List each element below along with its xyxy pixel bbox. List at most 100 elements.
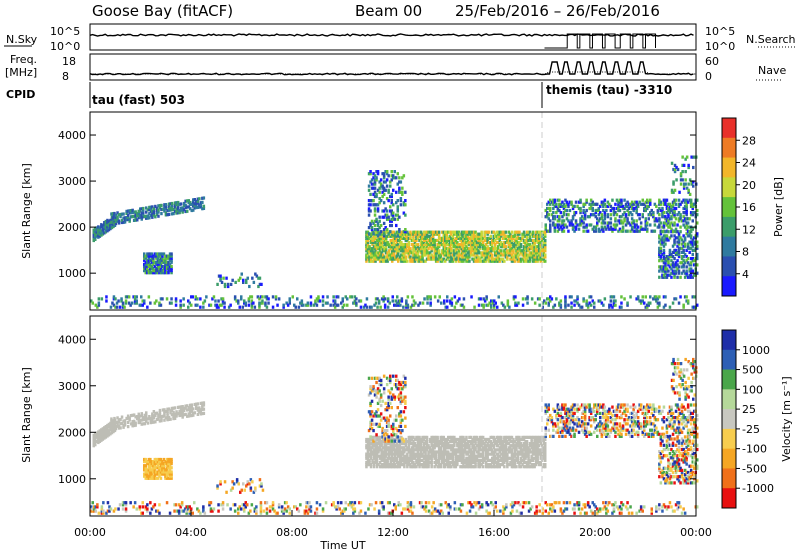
range-cell xyxy=(678,265,681,268)
range-cell xyxy=(366,306,369,309)
range-cell xyxy=(310,295,313,298)
range-cell xyxy=(610,213,613,216)
range-cell xyxy=(438,249,441,252)
range-cell xyxy=(569,209,572,212)
range-cell xyxy=(673,221,676,224)
nave-tick-top: 60 xyxy=(705,55,719,68)
range-cell xyxy=(260,482,263,485)
range-cell xyxy=(505,245,508,248)
range-cell xyxy=(378,216,381,219)
range-cell xyxy=(169,418,172,421)
range-cell xyxy=(196,297,199,300)
range-cell xyxy=(684,183,687,186)
range-cell xyxy=(369,209,372,212)
range-cell xyxy=(386,185,389,188)
range-cell xyxy=(573,304,576,307)
range-cell xyxy=(592,207,595,210)
range-cell xyxy=(655,205,658,208)
range-cell xyxy=(372,199,375,202)
range-cell xyxy=(389,185,392,188)
range-cell xyxy=(692,270,695,273)
range-cell xyxy=(678,191,681,194)
range-cell xyxy=(267,297,270,300)
range-cell xyxy=(264,302,267,305)
range-cell xyxy=(629,295,632,298)
range-cell xyxy=(332,295,335,298)
range-cell xyxy=(253,281,256,284)
range-cell xyxy=(216,484,219,487)
range-cell xyxy=(142,207,145,210)
range-cell xyxy=(374,187,377,190)
range-cell xyxy=(248,304,251,307)
range-cell xyxy=(378,220,381,223)
freq-tick-bottom: 8 xyxy=(62,70,69,83)
range-cell xyxy=(391,199,394,202)
range-cell xyxy=(482,465,485,468)
range-cell xyxy=(531,297,534,300)
range-cell xyxy=(485,295,488,298)
range-cell xyxy=(635,219,638,222)
range-cell xyxy=(660,221,663,224)
range-cell xyxy=(136,299,139,302)
range-cell xyxy=(667,270,670,273)
range-cell xyxy=(398,216,401,219)
range-cell xyxy=(555,297,558,300)
range-cell xyxy=(480,231,483,234)
range-cell xyxy=(168,213,171,216)
range-cell xyxy=(482,304,485,307)
nsky-label: N.Sky xyxy=(6,33,38,46)
range-cell xyxy=(687,189,690,192)
range-cell xyxy=(654,223,657,226)
range-cell xyxy=(203,412,206,415)
range-cell xyxy=(148,295,151,298)
range-cell xyxy=(372,232,375,235)
range-cell xyxy=(626,302,629,305)
range-cell xyxy=(267,302,270,305)
range-cell xyxy=(593,302,596,305)
range-cell xyxy=(194,411,197,414)
range-cell xyxy=(187,306,190,309)
range-cell xyxy=(368,189,371,192)
range-cell xyxy=(224,480,227,483)
range-cell xyxy=(391,170,394,173)
range-cell xyxy=(170,470,173,473)
range-cell xyxy=(407,304,410,307)
range-cell xyxy=(614,217,617,220)
range-cell xyxy=(563,219,566,222)
range-cell xyxy=(375,176,378,179)
range-cell xyxy=(199,297,202,300)
colorbar-cell xyxy=(722,177,736,197)
range-cell xyxy=(119,426,122,429)
range-cell xyxy=(658,213,661,216)
range-cell xyxy=(549,219,552,222)
range-cell xyxy=(654,230,657,233)
range-cell xyxy=(663,249,666,252)
range-cell xyxy=(404,203,407,206)
colorbar-cell xyxy=(722,276,736,296)
range-cell xyxy=(203,408,206,411)
range-cell xyxy=(523,231,526,234)
range-cell xyxy=(426,436,429,439)
range-cell xyxy=(687,299,690,302)
range-cell xyxy=(548,213,551,216)
range-cell xyxy=(221,281,224,284)
range-cell xyxy=(202,306,205,309)
range-cell xyxy=(298,306,301,309)
range-cell xyxy=(625,213,628,216)
range-cell xyxy=(113,417,116,420)
range-cell xyxy=(244,489,247,492)
range-cell xyxy=(317,295,320,298)
range-cell xyxy=(170,466,173,469)
range-cell xyxy=(237,299,240,302)
range-cell xyxy=(160,212,163,215)
range-cell xyxy=(230,283,233,286)
range-cell xyxy=(684,243,687,246)
range-cell xyxy=(514,295,517,298)
range-cell xyxy=(134,422,137,425)
range-cell xyxy=(251,295,254,298)
range-cell xyxy=(538,297,541,300)
range-cell xyxy=(205,295,208,298)
range-cell xyxy=(419,302,422,305)
range-cell xyxy=(411,295,414,298)
range-cell xyxy=(383,193,386,196)
